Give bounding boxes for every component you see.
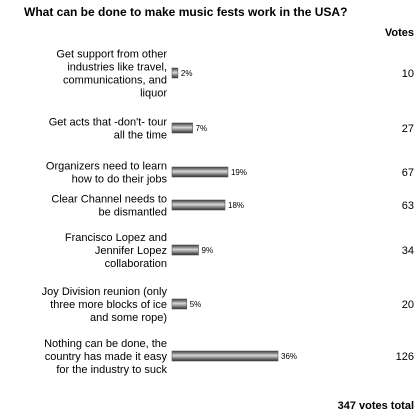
vote-count: 10: [402, 68, 414, 80]
percent-bar: [171, 122, 193, 134]
poll-row: Nothing can be done, the country has made…: [44, 338, 414, 376]
percent-label: 36%: [281, 352, 297, 361]
percent-bar: [171, 244, 199, 256]
option-label: Organizers need to learn how to do their …: [46, 161, 168, 186]
vote-count: 34: [402, 245, 414, 257]
percent-bar: [171, 298, 188, 310]
option-label: Get acts that -don't- tour all the time: [49, 117, 168, 142]
option-label: Joy Division reunion (only three more blo…: [42, 286, 168, 324]
poll-row: Clear Channel needs to be dismantled 18% 63: [51, 194, 414, 219]
percent-label: 2%: [181, 69, 193, 78]
vote-count: 27: [402, 123, 414, 135]
vote-count: 126: [396, 351, 414, 363]
option-label: Nothing can be done, the country has made…: [44, 338, 167, 376]
option-label: Francisco Lopez and Jennifer Lopez collabo…: [65, 232, 167, 270]
poll-row: Get acts that -don't- tour all the time 7%…: [49, 117, 414, 142]
percent-bar: [171, 166, 229, 178]
vote-count: 63: [402, 200, 414, 212]
poll-row: Get support from other industries like tr…: [56, 49, 414, 100]
option-label: Get support from other industries like tr…: [56, 49, 167, 100]
chart-title: What can be done to make music fests wor…: [24, 5, 347, 19]
poll-row: Organizers need to learn how to do their …: [46, 161, 414, 186]
percent-bar: [171, 199, 226, 211]
vote-count: 67: [402, 167, 414, 179]
votes-total: 347 votes total: [338, 400, 414, 412]
percent-bar: [171, 350, 279, 362]
percent-label: 5%: [190, 300, 202, 309]
percent-label: 19%: [231, 168, 247, 177]
poll-row: Joy Division reunion (only three more blo…: [42, 286, 414, 324]
percent-label: 7%: [196, 124, 208, 133]
percent-label: 9%: [202, 246, 214, 255]
poll-row: Francisco Lopez and Jennifer Lopez collabo…: [65, 232, 414, 270]
percent-label: 18%: [228, 201, 244, 210]
vote-count: 20: [402, 299, 414, 311]
option-label: Clear Channel needs to be dismantled: [51, 194, 167, 219]
percent-bar: [171, 67, 179, 79]
votes-column-header: Votes: [385, 27, 414, 39]
